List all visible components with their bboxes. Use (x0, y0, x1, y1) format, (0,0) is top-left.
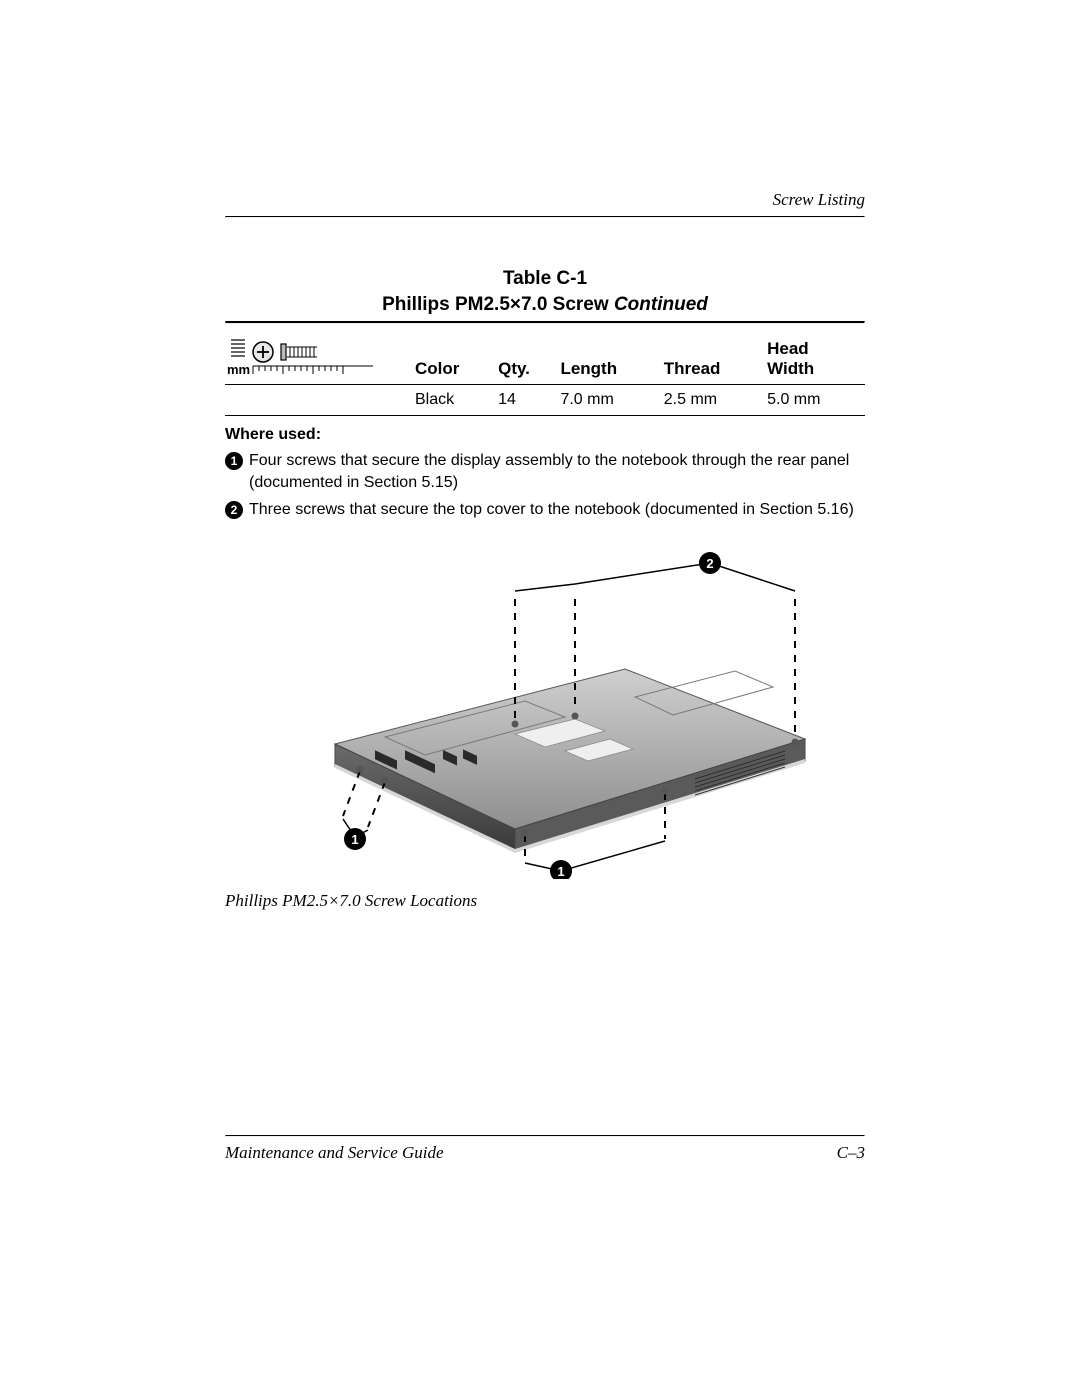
table-continued: Continued (614, 294, 708, 315)
callout-badge-1: 1 (225, 452, 243, 470)
ruler-screw-icon: mm (225, 336, 409, 378)
fig-callout-1a: 1 (351, 832, 358, 847)
ruler-icon-cell: mm (225, 330, 415, 385)
table-top-rule (225, 321, 865, 324)
page-content: Screw Listing Table C-1 Phillips PM2.5×7… (225, 190, 865, 911)
usage-text: Three screws that secure the top cover t… (249, 499, 854, 521)
footer-right: C–3 (837, 1143, 865, 1163)
table-number: Table C-1 (225, 266, 865, 292)
laptop-diagram-icon: 2 1 1 (265, 539, 825, 879)
col-thread: Thread (664, 330, 767, 385)
table-name: Phillips PM2.5×7.0 Screw (382, 294, 614, 315)
list-item: 2 Three screws that secure the top cover… (225, 499, 865, 521)
table-row: Black 14 7.0 mm 2.5 mm 5.0 mm (225, 385, 865, 416)
figure: 2 1 1 Phillips (225, 539, 865, 911)
cell-qty: 14 (498, 385, 560, 416)
col-length: Length (560, 330, 663, 385)
usage-text: Four screws that secure the display asse… (249, 450, 865, 493)
header-rule (225, 216, 865, 218)
running-header: Screw Listing (225, 190, 865, 216)
figure-caption: Phillips PM2.5×7.0 Screw Locations (225, 891, 865, 911)
table-title: Table C-1 Phillips PM2.5×7.0 Screw Conti… (225, 266, 865, 317)
cell-color: Black (415, 385, 498, 416)
page-footer: Maintenance and Service Guide C–3 (225, 1135, 865, 1163)
cell-thread: 2.5 mm (664, 385, 767, 416)
fig-callout-2: 2 (706, 556, 713, 571)
col-headwidth: HeadWidth (767, 330, 865, 385)
cell-length: 7.0 mm (560, 385, 663, 416)
table-name-line: Phillips PM2.5×7.0 Screw Continued (225, 292, 865, 318)
col-qty: Qty. (498, 330, 560, 385)
mm-label: mm (227, 362, 250, 377)
cell-headwidth: 5.0 mm (767, 385, 865, 416)
list-item: 1 Four screws that secure the display as… (225, 450, 865, 493)
col-color: Color (415, 330, 498, 385)
fig-callout-1b: 1 (557, 864, 564, 879)
table-header-row: mm (225, 330, 865, 385)
where-used-list: 1 Four screws that secure the display as… (225, 450, 865, 521)
section-name: Screw Listing (773, 190, 865, 209)
footer-left: Maintenance and Service Guide (225, 1143, 444, 1163)
spec-table: mm (225, 330, 865, 416)
where-used-heading: Where used: (225, 426, 865, 444)
callout-badge-2: 2 (225, 501, 243, 519)
